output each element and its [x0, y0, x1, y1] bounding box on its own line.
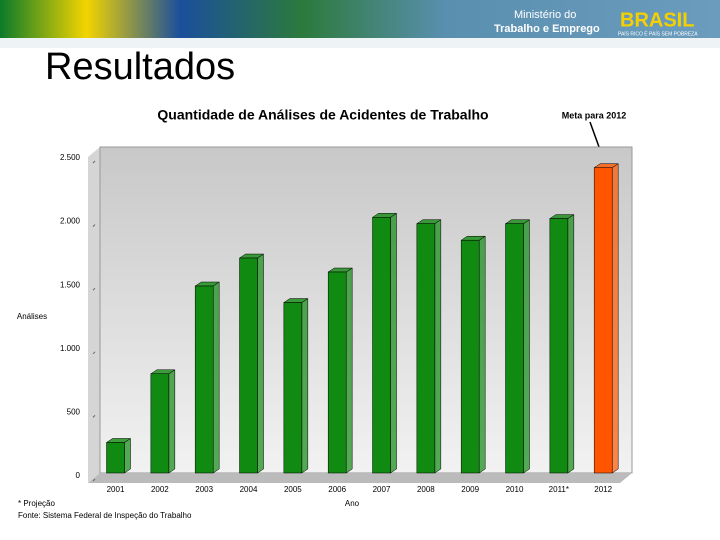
bar-side	[390, 212, 397, 474]
bar	[327, 271, 347, 474]
floor	[88, 473, 632, 483]
slogan: PAÍS RICO É PAÍS SEM POBREZA	[618, 30, 698, 37]
bar-side	[611, 163, 619, 474]
side-wall	[88, 147, 100, 483]
bar-side	[523, 219, 530, 474]
footnote: Fonte: Sistema Federal de Inspeção do Tr…	[18, 511, 192, 520]
y-tick-label: 2.500	[60, 153, 81, 162]
bar	[194, 285, 214, 474]
tick-mark	[92, 224, 96, 227]
bar	[283, 302, 303, 474]
bar-side	[301, 298, 309, 474]
x-tick-label: 2003	[195, 485, 213, 494]
tick-mark	[92, 415, 96, 418]
bar-side	[212, 281, 220, 474]
annotation: Meta para 2012	[562, 110, 627, 120]
tick-mark	[92, 478, 96, 482]
x-tick-label: 2011*	[549, 485, 569, 494]
footnote: * Projeção	[18, 499, 55, 508]
bar-side	[168, 369, 176, 474]
x-axis-label: Ano	[345, 499, 360, 508]
y-tick-label: 500	[67, 408, 81, 417]
bar-side	[567, 214, 575, 474]
bar	[372, 217, 391, 474]
tick-mark	[92, 351, 96, 355]
logo: BRASIL	[620, 9, 694, 31]
x-tick-label: 2007	[373, 485, 391, 494]
tick-mark	[92, 160, 96, 164]
ministry-line1: Ministério do	[514, 9, 576, 21]
chart-title: Quantidade de Análises de Acidentes de T…	[157, 107, 488, 123]
y-tick-label: 1.000	[60, 344, 81, 353]
bar-side	[257, 253, 264, 474]
slide-title: Resultados	[45, 46, 235, 88]
x-tick-label: 2005	[284, 485, 302, 494]
back-wall	[99, 146, 633, 474]
bar-side	[345, 267, 353, 474]
x-tick-label: 2002	[151, 485, 169, 494]
x-tick-label: 2009	[461, 485, 479, 494]
bar	[106, 442, 125, 474]
ministry-line2: Trabalho e Emprego	[494, 23, 600, 35]
x-tick-label: 2012	[594, 485, 612, 494]
tick-mark	[92, 287, 96, 291]
x-tick-label: 2001	[107, 485, 125, 494]
bar	[150, 373, 170, 474]
bar	[549, 218, 569, 474]
x-tick-label: 2008	[417, 485, 435, 494]
bar-side	[434, 219, 442, 474]
bar	[505, 223, 524, 474]
y-axis-label: Análises	[17, 312, 47, 321]
header-banner	[0, 0, 720, 38]
bar	[593, 167, 613, 474]
x-tick-label: 2006	[328, 485, 346, 494]
bar	[416, 223, 436, 474]
bar-side	[124, 438, 131, 474]
y-tick-label: 0	[76, 471, 81, 480]
x-tick-label: 2004	[240, 485, 258, 494]
bar-side	[478, 235, 486, 474]
y-tick-label: 2.000	[60, 217, 81, 226]
bar	[460, 239, 480, 474]
bar	[239, 257, 258, 474]
y-tick-label: 1.500	[60, 280, 81, 289]
header-shadow	[0, 38, 720, 48]
x-tick-label: 2010	[506, 485, 524, 494]
